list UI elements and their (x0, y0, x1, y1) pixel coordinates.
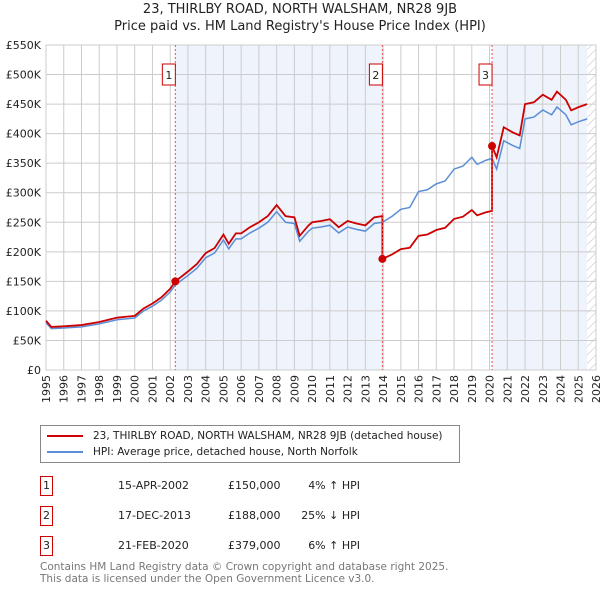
x-tick-label: 2001 (146, 375, 159, 403)
x-tick-label: 1999 (111, 375, 124, 403)
sale-label-box (368, 63, 383, 86)
y-tick-label: £350K (6, 157, 42, 170)
sale-label-box (478, 63, 493, 86)
x-tick-label: 2025 (572, 375, 585, 403)
y-tick-label: £450K (6, 98, 42, 111)
y-tick-label: £150K (6, 275, 42, 288)
sale-date: 17-DEC-2013 (118, 509, 192, 522)
sale-hpi-diff: 4% ↑ HPI (308, 479, 360, 492)
forecast-hatch (587, 45, 596, 370)
x-tick-label: 2009 (288, 375, 301, 403)
footer-line: This data is licensed under the Open Gov… (40, 573, 375, 585)
y-tick-label: £250K (6, 216, 42, 229)
y-tick-label: £100K (6, 305, 42, 318)
x-tick-label: 2017 (430, 375, 443, 403)
x-tick-label: 2004 (200, 375, 213, 403)
x-tick-label: 2000 (129, 375, 142, 403)
x-tick-label: 2020 (484, 375, 497, 403)
sale-row: 1 15-APR-2002 £150,000 4% ↑ HPI (40, 476, 440, 496)
x-tick-label: 2023 (537, 375, 550, 403)
x-tick-label: 2003 (182, 375, 195, 403)
red-line-swatch (47, 435, 83, 437)
sale-label: 3 (482, 69, 489, 82)
sale-date: 15-APR-2002 (118, 479, 190, 492)
x-tick-label: 1998 (93, 375, 106, 403)
sale-number: 2 (40, 506, 53, 526)
chart-title: 23, THIRLBY ROAD, NORTH WALSHAM, NR28 9J… (142, 2, 458, 17)
legend-property: 23, THIRLBY ROAD, NORTH WALSHAM, NR28 9J… (93, 430, 443, 442)
x-tick-label: 1997 (75, 375, 88, 403)
x-tick-label: 2024 (555, 375, 568, 403)
sale-point (488, 142, 497, 151)
sale-point (378, 254, 387, 263)
y-tick-label: £400K (6, 128, 42, 141)
x-tick-label: 2005 (217, 375, 230, 403)
sale-label: 2 (372, 69, 379, 82)
sale-price: £150,000 (228, 479, 281, 492)
chart-subtitle: Price paid vs. HM Land Registry's House … (114, 19, 486, 34)
x-tick-label: 2014 (377, 375, 390, 403)
legend: 23, THIRLBY ROAD, NORTH WALSHAM, NR28 9J… (40, 425, 460, 463)
x-tick-label: 2008 (271, 375, 284, 403)
shaded-period (492, 45, 588, 370)
sale-point (171, 277, 180, 286)
y-tick-label: £50K (13, 334, 42, 347)
plot-border (45, 44, 597, 371)
y-tick-label: £550K (6, 39, 42, 52)
footer-line: Contains HM Land Registry data © Crown c… (40, 561, 449, 573)
x-tick-label: 1996 (58, 375, 71, 403)
sale-label-box (161, 63, 176, 86)
x-tick-label: 2019 (466, 375, 479, 403)
footer: Contains HM Land Registry data © Crown c… (40, 561, 448, 585)
y-tick-label: £300K (6, 187, 42, 200)
x-tick-label: 2016 (413, 375, 426, 403)
x-tick-label: 2010 (306, 375, 319, 403)
x-tick-label: 2021 (501, 375, 514, 403)
sale-number: 1 (40, 476, 53, 496)
x-tick-label: 2011 (324, 375, 337, 403)
y-tick-label: £0 (27, 364, 41, 377)
sale-row: 2 17-DEC-2013 £188,000 25% ↓ HPI (40, 506, 440, 526)
y-tick-label: £500K (6, 69, 42, 82)
x-tick-label: 2026 (590, 375, 600, 403)
x-tick-label: 2013 (359, 375, 372, 403)
sale-label: 1 (165, 69, 172, 82)
sale-number: 3 (40, 536, 53, 556)
x-tick-label: 2012 (342, 375, 355, 403)
x-tick-label: 2018 (448, 375, 461, 403)
sale-row: 3 21-FEB-2020 £379,000 6% ↑ HPI (40, 536, 440, 556)
x-tick-label: 2006 (235, 375, 248, 403)
sale-price: £379,000 (228, 539, 281, 552)
x-tick-label: 2002 (164, 375, 177, 403)
sale-date: 21-FEB-2020 (118, 539, 189, 552)
x-tick-label: 2015 (395, 375, 408, 403)
legend-hpi: HPI: Average price, detached house, Nort… (93, 446, 358, 458)
plot-area: 1995 1996 1997 1998 1999 2000 2001 2002 2003 2004… (6, 39, 600, 403)
hpi-line (45, 105, 588, 330)
blue-line-swatch (47, 451, 83, 453)
x-tick-label: 2007 (253, 375, 266, 403)
sale-hpi-diff: 25% ↓ HPI (301, 509, 360, 522)
sale-hpi-diff: 6% ↑ HPI (308, 539, 360, 552)
x-tick-label: 2022 (519, 375, 532, 403)
y-tick-label: £200K (6, 246, 42, 259)
x-tick-label: 1995 (40, 375, 53, 403)
sale-price: £188,000 (228, 509, 281, 522)
